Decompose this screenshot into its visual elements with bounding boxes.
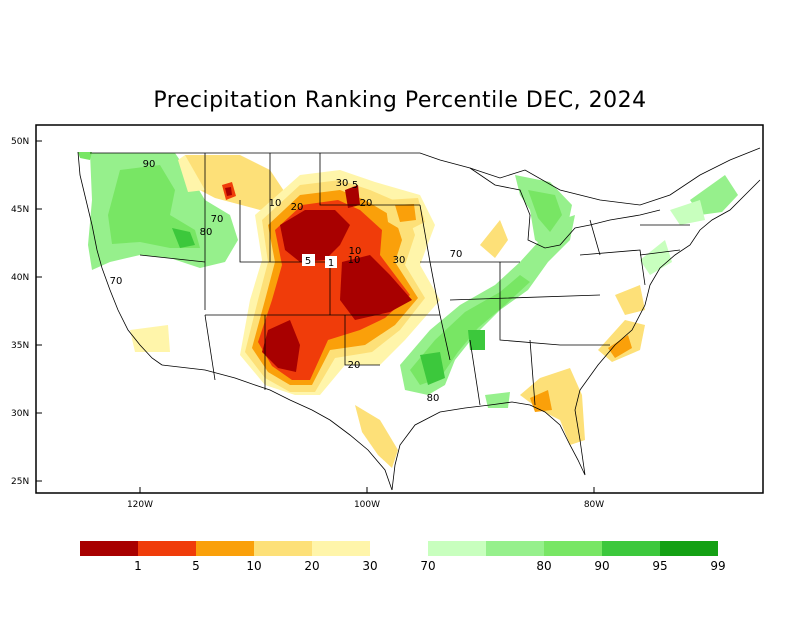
dry-region-montana-pale bbox=[178, 155, 205, 192]
contour-label: 5 bbox=[305, 256, 311, 267]
legend-bar bbox=[80, 541, 718, 556]
lon-tick-80w: 80W bbox=[584, 500, 604, 510]
lon-tick-120w: 120W bbox=[127, 500, 153, 510]
legend-label: 90 bbox=[594, 559, 609, 573]
wet-region-gulf-coast bbox=[485, 392, 510, 408]
lat-tick-30n: 30N bbox=[11, 409, 29, 419]
contour-labels: 90 70 80 70 10 20 30 5 20 10 5 1 10 30 7… bbox=[110, 159, 463, 404]
legend-swatch bbox=[138, 541, 196, 556]
contour-label: 80 bbox=[200, 227, 213, 238]
canada-border bbox=[90, 147, 761, 206]
lat-tick-25n: 25N bbox=[11, 477, 29, 487]
legend-swatch bbox=[660, 541, 718, 556]
contour-label: 5 bbox=[352, 180, 358, 191]
legend-label: 70 bbox=[420, 559, 435, 573]
dry-region-southeast bbox=[520, 368, 585, 445]
dry-region-dakota-core bbox=[345, 185, 360, 208]
atlantic-coastline bbox=[579, 179, 761, 391]
dry-region-southeast-core bbox=[530, 390, 552, 412]
dry-region-plains-extreme-south bbox=[262, 320, 300, 372]
contour-label: 20 bbox=[360, 198, 373, 209]
lon-ticks bbox=[139, 487, 595, 493]
legend-label: 5 bbox=[192, 559, 200, 573]
map-boundaries bbox=[77, 147, 761, 491]
mexico-border bbox=[161, 364, 393, 491]
legend-label: 20 bbox=[304, 559, 319, 573]
legend-swatch bbox=[602, 541, 660, 556]
contour-label-box bbox=[325, 256, 337, 268]
contour-label: 1 bbox=[328, 258, 334, 269]
wet-region-tennessee bbox=[468, 330, 485, 350]
wet-region-arkansas bbox=[420, 352, 445, 385]
contour-label: 10 bbox=[348, 255, 361, 266]
state-lines bbox=[139, 153, 690, 406]
lat-tick-35n: 35N bbox=[11, 341, 29, 351]
contour-label: 10 bbox=[349, 246, 362, 257]
legend-label: 10 bbox=[246, 559, 261, 573]
legend-swatch bbox=[428, 541, 486, 556]
contour-label: 20 bbox=[291, 202, 304, 213]
wet-region-new-england-pale bbox=[670, 200, 705, 225]
wet-region-mid-atlantic bbox=[640, 240, 672, 275]
legend-swatch bbox=[486, 541, 544, 556]
wet-region-new-england bbox=[690, 175, 738, 215]
legend-label: 95 bbox=[652, 559, 667, 573]
legend-swatch bbox=[80, 541, 138, 556]
legend-label: 80 bbox=[536, 559, 551, 573]
contour-label: 70 bbox=[110, 276, 123, 287]
dry-region-upper-midwest-core bbox=[395, 204, 416, 222]
wet-region-northwest-inner bbox=[108, 165, 200, 248]
chart-title: Precipitation Ranking Percentile DEC, 20… bbox=[153, 88, 647, 113]
dry-region-plains-extreme-east bbox=[340, 255, 412, 320]
lat-tick-50n: 50N bbox=[11, 137, 29, 147]
wet-region-michigan-inner bbox=[528, 190, 562, 232]
lat-tick-40n: 40N bbox=[11, 273, 29, 283]
contour-label: 20 bbox=[348, 360, 361, 371]
legend-swatch bbox=[254, 541, 312, 556]
great-lakes bbox=[469, 167, 661, 249]
dry-region-plains-extreme-north bbox=[280, 210, 350, 262]
lat-tick-45n: 45N bbox=[11, 205, 29, 215]
legend-swatch bbox=[312, 541, 370, 556]
contour-label: 30 bbox=[336, 178, 349, 189]
legend-label: 1 bbox=[134, 559, 142, 573]
legend-label: 30 bbox=[362, 559, 377, 573]
legend-swatch bbox=[196, 541, 254, 556]
legend-label: 99 bbox=[710, 559, 725, 573]
dry-region-texas-coast bbox=[355, 405, 398, 468]
west-coastline bbox=[77, 151, 163, 366]
contour-label: 30 bbox=[393, 255, 406, 266]
wet-region-wa-coast bbox=[78, 152, 92, 160]
legend-swatch bbox=[544, 541, 602, 556]
dry-region-carolinas-core bbox=[608, 335, 632, 358]
contour-label: 90 bbox=[143, 159, 156, 170]
lat-ticks bbox=[36, 140, 42, 482]
legend-labels: 1 5 10 20 30 70 80 90 95 99 bbox=[134, 559, 725, 573]
contour-label-box bbox=[302, 254, 315, 266]
dry-region-illinois bbox=[480, 220, 508, 258]
contour-label: 70 bbox=[211, 214, 224, 225]
lon-tick-100w: 100W bbox=[354, 500, 380, 510]
contour-label: 70 bbox=[450, 249, 463, 260]
dry-region-montana-core2 bbox=[225, 187, 232, 196]
contour-label: 80 bbox=[427, 393, 440, 404]
dry-region-virginia bbox=[615, 285, 645, 315]
gulf-coastline bbox=[391, 389, 586, 491]
dry-region-montana bbox=[185, 155, 290, 210]
legend-swatch bbox=[370, 541, 428, 556]
wet-region-idaho bbox=[172, 228, 195, 248]
contour-label: 10 bbox=[269, 198, 282, 209]
